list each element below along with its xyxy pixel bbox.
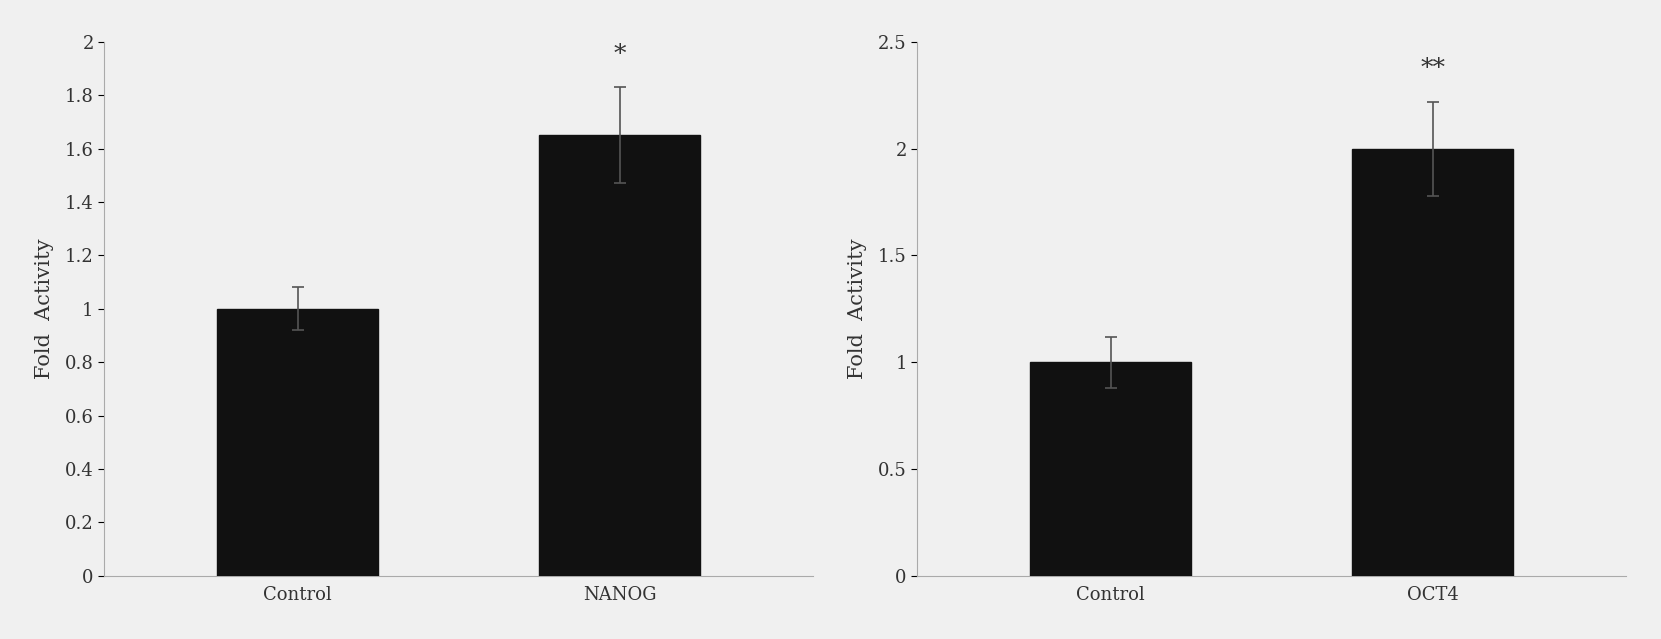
Text: *: *: [613, 43, 626, 66]
Y-axis label: Fold  Activity: Fold Activity: [35, 238, 53, 379]
Bar: [1030, 362, 1191, 576]
Bar: [218, 309, 379, 576]
Text: **: **: [1420, 57, 1445, 80]
Bar: [540, 135, 701, 576]
Bar: [1352, 148, 1513, 576]
Y-axis label: Fold  Activity: Fold Activity: [847, 238, 867, 379]
